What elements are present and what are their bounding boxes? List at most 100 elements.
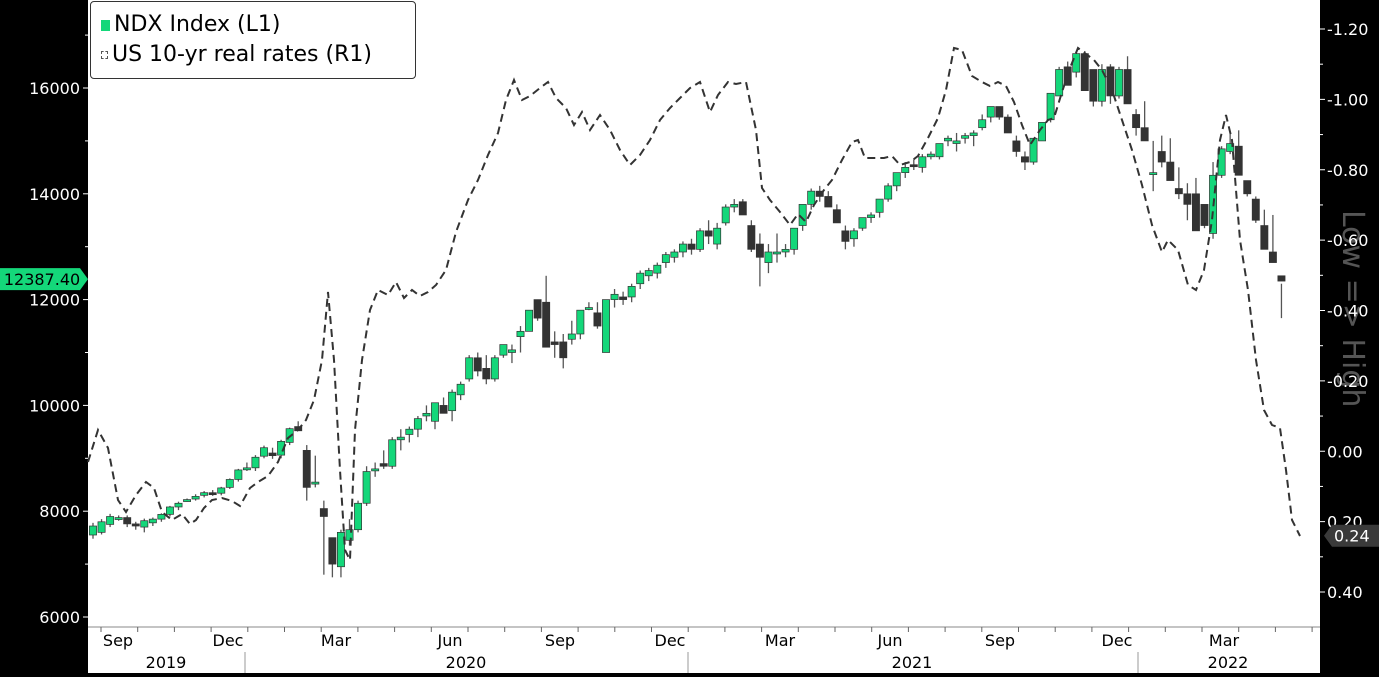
candle-up bbox=[969, 132, 978, 136]
candle-up bbox=[1055, 69, 1064, 97]
candle-down bbox=[832, 209, 841, 224]
candle-up bbox=[499, 344, 508, 356]
candle-down bbox=[755, 243, 764, 258]
candle-up bbox=[849, 230, 858, 240]
candle-up bbox=[354, 502, 363, 531]
candle-up bbox=[584, 307, 593, 310]
x-axis-month-label: Dec bbox=[213, 631, 244, 650]
right-axis-tick-label: -0.60 bbox=[1327, 231, 1368, 250]
candle-up bbox=[140, 520, 149, 528]
candle-down bbox=[123, 517, 132, 525]
candle-up bbox=[388, 439, 397, 467]
legend-label-real-rates: US 10-yr real rates (R1) bbox=[112, 42, 372, 67]
candle-up bbox=[157, 514, 166, 520]
candle-up bbox=[456, 383, 465, 396]
right-axis-tick-label: -0.20 bbox=[1327, 372, 1368, 391]
candle-down bbox=[1012, 140, 1021, 152]
candle-down bbox=[1089, 69, 1098, 102]
x-axis-month-label: Dec bbox=[1102, 631, 1133, 650]
candle-down bbox=[619, 296, 628, 300]
candle-up bbox=[935, 143, 944, 158]
rate-last-value-label: 0.24 bbox=[1334, 527, 1370, 546]
rate-last-value-badge bbox=[1324, 524, 1379, 547]
x-axis-month-label: Mar bbox=[1209, 631, 1240, 650]
candle-down bbox=[704, 230, 713, 237]
candle-down bbox=[687, 243, 696, 250]
candle-down bbox=[439, 405, 448, 414]
right-axis-tick-label: -1.20 bbox=[1327, 20, 1368, 39]
candle-down bbox=[379, 463, 388, 467]
left-axis-tick-label: 8000 bbox=[39, 502, 80, 521]
candle-down bbox=[995, 106, 1004, 118]
candle-up bbox=[242, 467, 251, 471]
candle-up bbox=[1226, 143, 1235, 152]
candle-up bbox=[183, 499, 191, 502]
candle-up bbox=[234, 469, 243, 480]
candle-down bbox=[1166, 161, 1175, 181]
candle-down bbox=[593, 312, 602, 327]
candle-down bbox=[533, 299, 542, 319]
x-axis-month-label: Sep bbox=[985, 631, 1015, 650]
candle-up bbox=[200, 492, 209, 496]
candle-down bbox=[131, 523, 140, 527]
candle-up bbox=[696, 230, 705, 250]
left-axis-tick-label: 6000 bbox=[39, 608, 80, 627]
candle-down bbox=[738, 201, 747, 216]
candle-up bbox=[636, 272, 645, 285]
candle-down bbox=[1106, 66, 1115, 97]
candle-up bbox=[448, 391, 457, 412]
candle-up bbox=[413, 418, 422, 430]
candle-up bbox=[978, 119, 987, 129]
candle-up bbox=[1046, 92, 1055, 121]
candle-up bbox=[1149, 172, 1158, 175]
candle-up bbox=[602, 299, 610, 353]
candle-up bbox=[773, 251, 781, 255]
candle-down bbox=[550, 341, 559, 345]
x-axis-month-label: Dec bbox=[655, 631, 686, 650]
x-axis-area bbox=[88, 627, 1320, 673]
candle-up bbox=[627, 286, 636, 298]
left-axis-tick-label: 12000 bbox=[29, 291, 80, 310]
legend-item-real-rates: US 10-yr real rates (R1) bbox=[101, 40, 415, 70]
real-rates-line bbox=[87, 46, 1301, 561]
candle-down bbox=[208, 492, 217, 496]
candle-up bbox=[1072, 53, 1081, 73]
x-axis-year-label: 2019 bbox=[146, 653, 187, 672]
candlestick-swatch-icon bbox=[101, 19, 110, 31]
x-axis-month-label: Jun bbox=[877, 631, 903, 650]
right-axis-tick-label: -0.80 bbox=[1327, 161, 1368, 180]
left-axis-tick-label: 10000 bbox=[29, 396, 80, 415]
x-axis-month-label: Mar bbox=[321, 631, 352, 650]
candle-down bbox=[1003, 116, 1012, 134]
candle-down bbox=[1174, 188, 1183, 195]
candle-down bbox=[841, 230, 850, 242]
candle-down bbox=[1268, 251, 1277, 263]
candle-up bbox=[986, 106, 995, 118]
candle-up bbox=[858, 217, 867, 229]
candle-up bbox=[337, 532, 345, 568]
ndx-last-value-label: 12387.40 bbox=[4, 270, 80, 289]
x-axis-month-label: Mar bbox=[765, 631, 796, 650]
candle-up bbox=[114, 517, 123, 520]
candle-down bbox=[909, 164, 918, 168]
x-axis-month-label: Jun bbox=[437, 631, 463, 650]
right-axis-tick-label: 0.40 bbox=[1327, 583, 1363, 602]
candle-up bbox=[431, 402, 439, 422]
candle-up bbox=[251, 456, 260, 469]
candle-down bbox=[1277, 275, 1286, 282]
candle-down bbox=[824, 196, 833, 208]
candle-up bbox=[661, 254, 670, 263]
candle-up bbox=[1097, 69, 1106, 102]
candle-up bbox=[405, 428, 414, 435]
ndx-last-value-badge bbox=[0, 268, 88, 291]
candle-up bbox=[926, 153, 935, 158]
candle-up bbox=[952, 140, 961, 144]
candle-up bbox=[362, 471, 371, 504]
x-axis-year-label: 2021 bbox=[892, 653, 933, 672]
candle-up bbox=[918, 156, 927, 168]
candle-up bbox=[678, 243, 687, 253]
candle-up bbox=[217, 487, 226, 494]
chart-legend: NDX Index (L1) US 10-yr real rates (R1) bbox=[90, 1, 416, 79]
